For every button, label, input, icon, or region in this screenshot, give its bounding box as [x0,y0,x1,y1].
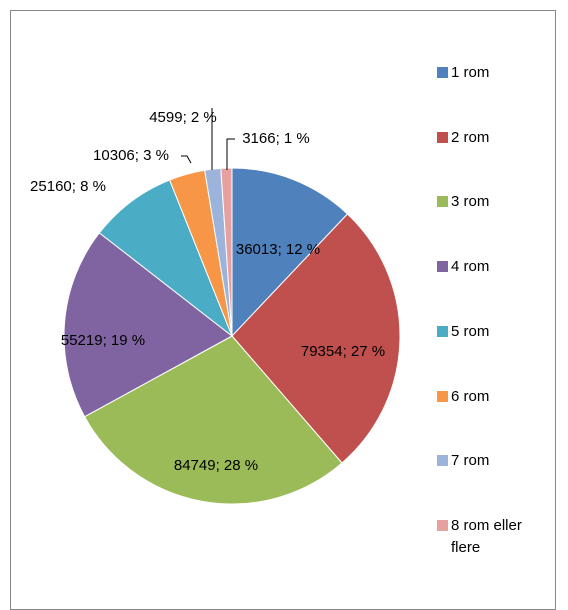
legend-label: 8 rom eller flere [451,516,522,556]
pie-slice [83,335,343,505]
legend-label: 1 rom [451,64,490,81]
legend-swatch [437,455,448,467]
data-label: 4599; 2 % [149,109,217,126]
pie-slice [220,167,233,337]
pie-slice [231,167,349,338]
legend-label: 5 rom [451,322,490,340]
legend-swatch [437,261,448,273]
pie-slice [231,213,401,464]
data-label: 10306; 3 % [93,147,169,164]
data-label: 79354; 27 % [300,343,386,360]
pie-slice [63,232,233,418]
legend-label: 4 rom [451,258,490,276]
data-label: 55219; 19 % [60,332,146,349]
legend-swatch [437,67,448,78]
legend-swatch [437,390,448,402]
legend-label: 3 rom [451,193,490,211]
leader-line [226,138,235,170]
data-label: 36013; 12 % [235,241,321,258]
leader-line [181,155,192,164]
legend-label: 2 rom [451,128,490,146]
legend-swatch [437,131,448,143]
legend-label: 7 rom [451,452,490,470]
legend-swatch [437,519,448,531]
data-label: 3166; 1 % [242,130,310,147]
legend-swatch [437,196,448,208]
data-label: 84749; 28 % [173,457,259,474]
legend-swatch [437,325,448,337]
pie-slice [98,179,234,338]
data-label: 25160; 8 % [30,178,106,195]
legend-label: 6 rom [451,387,490,405]
